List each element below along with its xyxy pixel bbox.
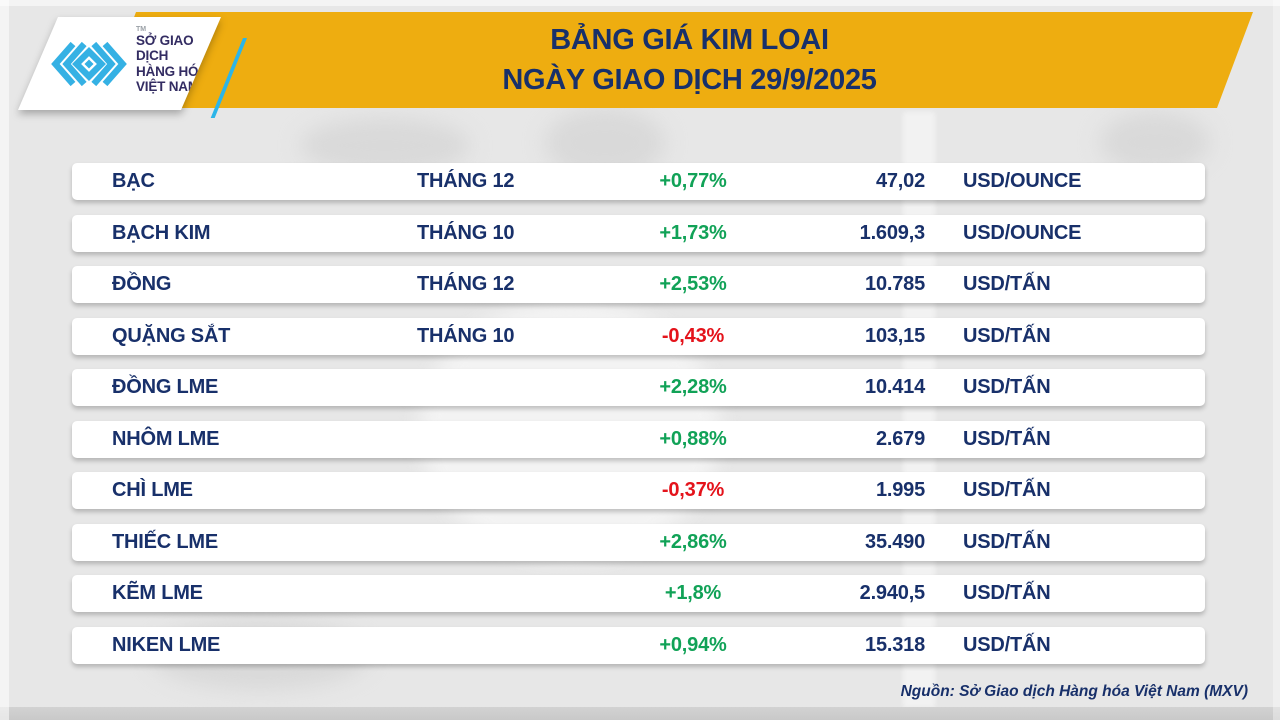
mxv-logo-icon [49, 34, 129, 94]
commodity-name: BẠC [112, 170, 155, 192]
commodity-name: NHÔM LME [112, 427, 220, 450]
price-unit: USD/TẤN [963, 633, 1051, 656]
logo-text-line3: VIỆT NAM [136, 79, 199, 94]
table-row: THIẾC LME +2,86% 35.490 USD/TẤN [72, 523, 1205, 561]
contract-month: THÁNG 10 [417, 324, 515, 347]
commodity-name: CHÌ LME [112, 479, 193, 501]
price-value: 1.609,3 [859, 221, 926, 244]
contract-month: THÁNG 12 [417, 273, 515, 295]
price-unit: USD/OUNCE [963, 170, 1082, 192]
change-percent: +2,28% [659, 376, 727, 398]
table-row: NIKEN LME +0,94% 15.318 USD/TẤN [72, 626, 1205, 664]
price-unit: USD/TẤN [963, 530, 1051, 553]
logo-plate: TM SỞ GIAO DỊCH HÀNG HÓA VIỆT NAM [18, 17, 221, 110]
change-percent: +1,8% [664, 582, 722, 604]
table-row: ĐỒNG THÁNG 12 +2,53% 10.785 USD/TẤN [72, 266, 1205, 303]
commodity-name: BẠCH KIM [112, 221, 211, 244]
logo-text-line2: HÀNG HÓA [136, 63, 208, 79]
table-row: ĐỒNG LME +2,28% 10.414 USD/TẤN [72, 369, 1205, 406]
price-value: 10.785 [865, 273, 925, 295]
commodity-name: NIKEN LME [112, 633, 221, 656]
price-value: 15.318 [865, 633, 925, 656]
price-value: 35.490 [865, 530, 925, 553]
bottom-band [0, 707, 1280, 720]
change-percent: +2,86% [659, 530, 727, 553]
price-value: 2.940,5 [859, 582, 926, 604]
change-percent: -0,43% [661, 324, 725, 347]
contract-month: THÁNG 12 [417, 170, 515, 192]
table-row: BẠC THÁNG 12 +0,77% 47,02 USD/OUNCE [72, 163, 1205, 200]
commodity-name: ĐỒNG LME [112, 376, 219, 398]
source-note: Nguồn: Sở Giao dịch Hàng hóa Việt Nam (M… [900, 683, 1248, 700]
title-banner: BẢNG GIÁ KIM LOẠI NGÀY GIAO DỊCH 29/9/20… [100, 12, 1253, 108]
price-unit: USD/TẤN [963, 479, 1051, 501]
change-percent: +0,77% [659, 170, 727, 192]
change-percent: +2,53% [659, 273, 727, 295]
logo-text-line1: SỞ GIAO DỊCH [136, 32, 194, 63]
price-unit: USD/TẤN [963, 376, 1051, 398]
table-row: QUẶNG SẮT THÁNG 10 -0,43% 103,15 USD/TẤN [72, 317, 1205, 355]
page-subtitle: NGÀY GIAO DỊCH 29/9/2025 [502, 64, 877, 96]
price-unit: USD/OUNCE [963, 221, 1082, 244]
price-unit: USD/TẤN [963, 427, 1051, 450]
table-row: KẼM LME +1,8% 2.940,5 USD/TẤN [72, 575, 1205, 612]
price-unit: USD/TẤN [963, 273, 1051, 295]
trademark-mark: TM [136, 26, 147, 33]
price-value: 103,15 [865, 324, 925, 347]
mxv-logo-text: SỞ GIAO DỊCH HÀNG HÓA VIỆT NAM [136, 33, 221, 95]
change-percent: -0,37% [661, 479, 725, 501]
price-unit: USD/TẤN [963, 582, 1051, 604]
price-value: 2.679 [875, 427, 925, 450]
commodity-name: ĐỒNG [112, 273, 172, 295]
table-row: BẠCH KIM THÁNG 10 +1,73% 1.609,3 USD/OUN… [72, 214, 1205, 252]
change-percent: +1,73% [659, 221, 727, 244]
price-value: 47,02 [875, 170, 925, 192]
price-value: 1.995 [875, 479, 925, 501]
table-row: CHÌ LME -0,37% 1.995 USD/TẤN [72, 472, 1205, 509]
contract-month: THÁNG 10 [417, 221, 515, 244]
commodity-name: THIẾC LME [112, 530, 218, 553]
map-watermark-blob [1100, 112, 1210, 172]
table-row: NHÔM LME +0,88% 2.679 USD/TẤN [72, 420, 1205, 458]
commodity-name: QUẶNG SẮT [112, 324, 231, 347]
price-unit: USD/TẤN [963, 324, 1051, 347]
commodity-name: KẼM LME [112, 582, 203, 604]
change-percent: +0,88% [659, 427, 727, 450]
price-value: 10.414 [865, 376, 925, 398]
page-title: BẢNG GIÁ KIM LOẠI [550, 24, 829, 56]
change-percent: +0,94% [659, 633, 727, 656]
mxv-logo: TM SỞ GIAO DỊCH HÀNG HÓA VIỆT NAM [18, 17, 221, 110]
